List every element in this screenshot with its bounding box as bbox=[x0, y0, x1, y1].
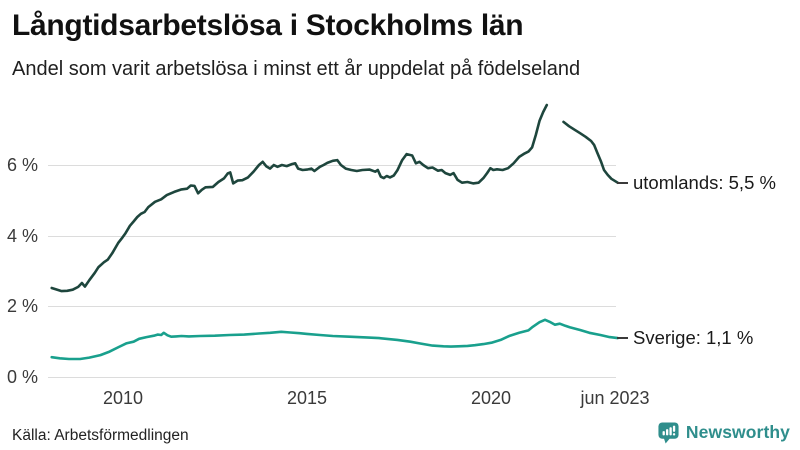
x-axis-tick-jun-2023: jun 2023 bbox=[580, 388, 650, 408]
gridline-4pct bbox=[48, 236, 616, 237]
gridline-6pct bbox=[48, 165, 616, 166]
source-attribution: Källa: Arbetsförmedlingen bbox=[12, 427, 189, 444]
gridline-2pct bbox=[48, 306, 616, 307]
label-leader-line bbox=[617, 182, 628, 184]
x-axis-tick-2020: 2020 bbox=[470, 388, 512, 408]
y-axis-tick-2: 2 % bbox=[6, 296, 38, 316]
label-leader-line bbox=[617, 337, 628, 339]
series-label-utomlands: utomlands: 5,5 % bbox=[617, 172, 776, 194]
gridline-0pct bbox=[48, 377, 616, 378]
newsworthy-logo[interactable]: Newsworthy bbox=[657, 421, 790, 444]
y-axis-tick-6: 6 % bbox=[6, 155, 38, 175]
x-axis-tick-2010: 2010 bbox=[102, 388, 144, 408]
line-utomlands-segment-1 bbox=[50, 103, 549, 293]
newsworthy-speech-bubble-chart-icon bbox=[658, 422, 679, 444]
page-title: Långtidsarbetslösa i Stockholms län bbox=[12, 9, 524, 42]
series-label-sverige: Sverige: 1,1 % bbox=[617, 327, 753, 349]
chart-subtitle: Andel som varit arbetslösa i minst ett å… bbox=[12, 58, 581, 80]
series-label-utomlands-text: utomlands: 5,5 % bbox=[633, 172, 776, 193]
line-sverige bbox=[50, 318, 620, 361]
line-utomlands-segment-2 bbox=[562, 120, 620, 184]
series-label-sverige-text: Sverige: 1,1 % bbox=[633, 327, 754, 348]
newsworthy-wordmark: Newsworthy bbox=[685, 422, 790, 442]
y-axis-tick-4: 4 % bbox=[6, 226, 38, 246]
x-axis-tick-2015: 2015 bbox=[286, 388, 328, 408]
y-axis-tick-0: 0 % bbox=[6, 367, 38, 387]
